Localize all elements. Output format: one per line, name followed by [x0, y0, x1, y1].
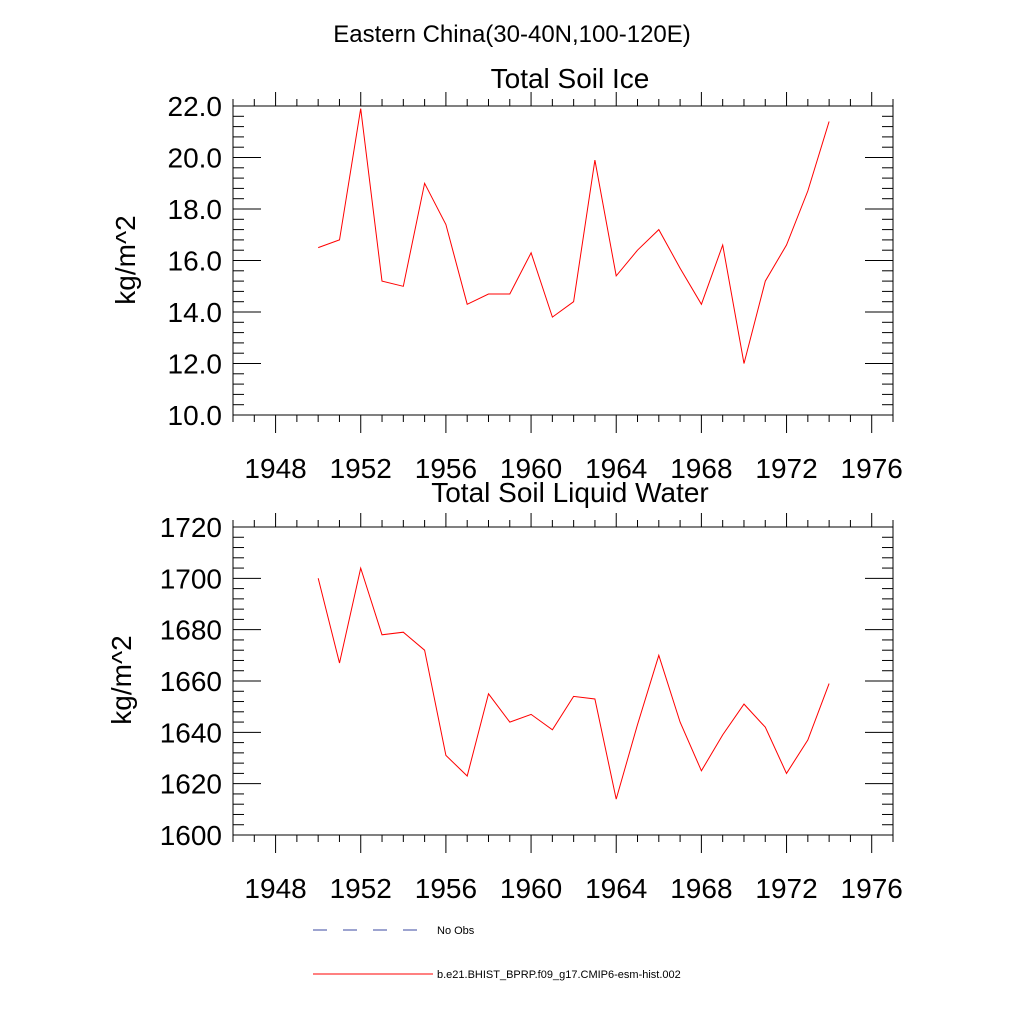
- panel-soil-liquid-water: Total Soil Liquid Water kg/m^2 1948 1952 1…: [106, 477, 903, 904]
- legend-label-no-obs: No Obs: [437, 925, 475, 937]
- x-tick-label: 1956: [415, 453, 477, 484]
- x-tick-label: 1960: [500, 453, 562, 484]
- y-tick-label: 1680: [160, 615, 222, 646]
- x-tick-label: 1952: [330, 873, 392, 904]
- legend: No Obs b.e21.BHIST_BPRP.f09_g17.CMIP6-es…: [313, 925, 681, 981]
- x-tick-label: 1968: [670, 453, 732, 484]
- series-line-soil-liquid-water: [317, 566, 830, 800]
- y-tick-label: 1620: [160, 769, 222, 800]
- y-tick-label: 1640: [160, 717, 222, 748]
- y-tick-label: 1720: [160, 512, 222, 543]
- x-tick-label: 1968: [670, 873, 732, 904]
- x-tick-label: 1972: [755, 873, 817, 904]
- y-tick-label: 18.0: [168, 194, 223, 225]
- x-tick-label: 1964: [585, 873, 647, 904]
- y-tick-label: 12.0: [168, 349, 223, 380]
- x-tick-label: 1948: [244, 873, 306, 904]
- legend-label-model: b.e21.BHIST_BPRP.f09_g17.CMIP6-esm-hist.…: [437, 969, 681, 981]
- x-tick-label: 1964: [585, 453, 647, 484]
- y-tick-label: 20.0: [168, 143, 223, 174]
- y-tick-label: 22.0: [168, 91, 223, 122]
- y-tick-label: 1700: [160, 563, 222, 594]
- x-tick-label: 1960: [500, 873, 562, 904]
- plot-frame: [232, 526, 894, 836]
- y-tick-label: 14.0: [168, 297, 223, 328]
- panel-soil-ice: Total Soil Ice kg/m^2 1948 1952 1956 1960 19…: [110, 63, 903, 484]
- panel-title-soil-ice: Total Soil Ice: [491, 63, 650, 94]
- y-tick-label: 10.0: [168, 400, 223, 431]
- x-tick-label: 1972: [755, 453, 817, 484]
- x-tick-label: 1956: [415, 873, 477, 904]
- plot-frame: [232, 105, 894, 416]
- x-tick-label: 1948: [244, 453, 306, 484]
- y-axis-label-soil-liquid-water: kg/m^2: [106, 635, 137, 724]
- x-tick-label: 1976: [841, 873, 903, 904]
- series-line-soil-ice: [318, 108, 830, 364]
- x-tick-label: 1976: [841, 453, 903, 484]
- y-tick-label: 16.0: [168, 246, 223, 277]
- y-tick-label: 1660: [160, 666, 222, 697]
- y-axis-label-soil-ice: kg/m^2: [110, 215, 141, 304]
- y-tick-label: 1600: [160, 820, 222, 851]
- panel-title-soil-liquid-water: Total Soil Liquid Water: [431, 477, 709, 508]
- x-tick-label: 1952: [330, 453, 392, 484]
- figure-title: Eastern China(30-40N,100-120E): [333, 21, 691, 48]
